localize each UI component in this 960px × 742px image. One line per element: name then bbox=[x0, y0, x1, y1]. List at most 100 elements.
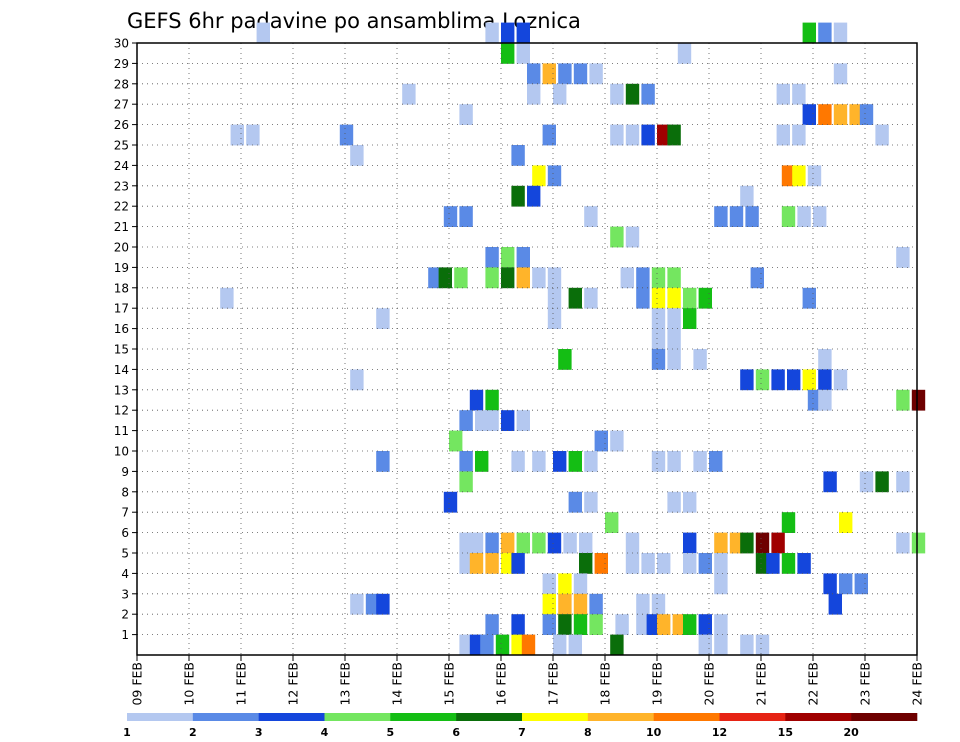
heatmap-cell bbox=[823, 471, 837, 493]
heatmap-cell bbox=[693, 349, 707, 370]
y-tick-label: 26 bbox=[114, 118, 129, 132]
colorbar-segment bbox=[785, 713, 852, 721]
heatmap-cell bbox=[802, 22, 816, 44]
colorbar-segment bbox=[851, 713, 918, 721]
heatmap-cells bbox=[220, 22, 926, 656]
heatmap-cell bbox=[579, 532, 593, 554]
y-tick-label: 7 bbox=[121, 506, 129, 520]
heatmap-cell bbox=[667, 491, 681, 513]
heatmap-cell bbox=[516, 247, 530, 268]
y-tick-label: 24 bbox=[114, 159, 129, 173]
heatmap-cell bbox=[828, 593, 842, 615]
heatmap-cell bbox=[802, 287, 816, 309]
heatmap-cell bbox=[469, 532, 484, 554]
heatmap-cell bbox=[714, 532, 728, 554]
heatmap-cell bbox=[438, 267, 452, 289]
heatmap-cell bbox=[683, 532, 697, 554]
heatmap-cell bbox=[818, 389, 832, 411]
heatmap-cell bbox=[594, 430, 608, 452]
colorbar-segment bbox=[522, 713, 589, 721]
heatmap-cell bbox=[792, 165, 806, 187]
x-tick-label: 13 FEB bbox=[338, 662, 353, 706]
heatmap-cell bbox=[459, 471, 473, 493]
colorbar-label: 3 bbox=[255, 726, 263, 739]
heatmap-cell bbox=[459, 634, 473, 656]
heatmap-cell bbox=[625, 553, 640, 574]
x-tick-label: 11 FEB bbox=[234, 662, 249, 706]
heatmap-cell bbox=[584, 206, 598, 227]
y-tick-label: 9 bbox=[121, 465, 129, 479]
heatmap-cell bbox=[532, 451, 546, 472]
heatmap-cell bbox=[839, 512, 853, 533]
heatmap-cell bbox=[511, 145, 525, 166]
heatmap-cell bbox=[459, 410, 473, 431]
heatmap-cell bbox=[641, 553, 655, 574]
colorbar-label: 1 bbox=[123, 726, 131, 739]
y-tick-label: 8 bbox=[121, 485, 129, 499]
heatmap-cell bbox=[859, 104, 874, 125]
heatmap-cell bbox=[849, 104, 863, 125]
heatmap-cell bbox=[454, 267, 468, 289]
colorbar-segment bbox=[127, 713, 194, 721]
y-tick-label: 20 bbox=[114, 241, 129, 255]
heatmap-cell bbox=[594, 553, 608, 574]
heatmap-cell bbox=[818, 104, 832, 125]
heatmap-cell bbox=[501, 410, 515, 431]
heatmap-cell bbox=[854, 573, 868, 595]
heatmap-cell bbox=[376, 308, 390, 329]
colorbar-label: 4 bbox=[321, 726, 329, 739]
heatmap-cell bbox=[781, 553, 796, 574]
heatmap-cell bbox=[755, 532, 770, 554]
y-tick-label: 10 bbox=[114, 445, 129, 459]
heatmap-cell bbox=[558, 349, 572, 370]
heatmap-cell bbox=[651, 451, 666, 472]
heatmap-cell bbox=[755, 369, 770, 391]
heatmap-cell bbox=[469, 634, 484, 656]
colorbar-segment bbox=[258, 713, 325, 721]
heatmap-cell bbox=[428, 267, 442, 289]
heatmap-cell bbox=[475, 451, 489, 472]
heatmap-cell bbox=[589, 63, 603, 85]
x-tick-label: 21 FEB bbox=[754, 662, 769, 706]
colorbar-segment bbox=[390, 713, 457, 721]
heatmap-cell bbox=[516, 532, 530, 554]
heatmap-cell bbox=[807, 165, 822, 187]
heatmap-cell bbox=[558, 614, 572, 635]
heatmap-cell bbox=[620, 267, 634, 289]
heatmap-cell bbox=[469, 553, 484, 574]
heatmap-cell bbox=[553, 634, 567, 656]
heatmap-cell bbox=[787, 369, 801, 391]
heatmap-cell bbox=[573, 573, 588, 595]
heatmap-cell bbox=[651, 593, 666, 615]
heatmap-cell bbox=[818, 349, 832, 370]
colorbar-segment bbox=[719, 713, 786, 721]
heatmap-cell bbox=[511, 614, 525, 635]
heatmap-cell bbox=[657, 553, 671, 574]
heatmap-cell bbox=[527, 83, 541, 105]
y-tick-label: 13 bbox=[114, 383, 129, 397]
heatmap-cell bbox=[516, 410, 530, 431]
y-tick-label: 15 bbox=[114, 343, 129, 357]
y-tick-label: 19 bbox=[114, 261, 129, 275]
heatmap-cell bbox=[573, 593, 588, 615]
heatmap-cell bbox=[776, 124, 790, 146]
colorbar-label: 5 bbox=[387, 726, 395, 739]
heatmap-cell bbox=[625, 226, 640, 248]
x-tick-label: 14 FEB bbox=[390, 662, 405, 706]
heatmap-cell bbox=[636, 267, 650, 289]
heatmap-cell bbox=[542, 573, 556, 595]
heatmap-cell bbox=[740, 369, 754, 391]
x-tick-label: 10 FEB bbox=[182, 662, 197, 706]
x-tick-label: 16 FEB bbox=[494, 662, 509, 706]
heatmap-cell bbox=[485, 410, 499, 431]
heatmap-cell bbox=[875, 124, 889, 146]
heatmap-cell bbox=[651, 287, 666, 309]
heatmap-cell bbox=[459, 532, 473, 554]
heatmap-cell bbox=[501, 43, 515, 64]
x-tick-label: 12 FEB bbox=[286, 662, 301, 706]
heatmap-cell bbox=[584, 491, 598, 513]
heatmap-cell bbox=[610, 430, 624, 452]
heatmap-cell bbox=[553, 83, 567, 105]
heatmap-cell bbox=[501, 22, 515, 44]
y-tick-label: 29 bbox=[114, 57, 129, 71]
